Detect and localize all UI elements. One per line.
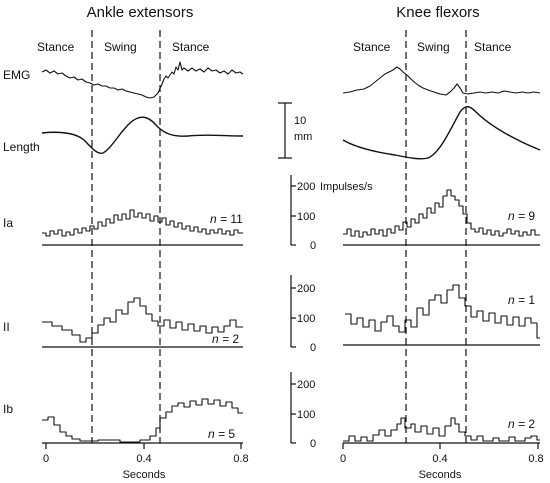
row-label-emg: EMG bbox=[3, 68, 30, 82]
scale-bar-unit: mm bbox=[294, 131, 312, 143]
ib-tick-label-100: 100 bbox=[297, 409, 315, 421]
knee-title: Knee flexors bbox=[396, 4, 479, 21]
n-value: 1 bbox=[528, 293, 535, 307]
n-value: 9 bbox=[528, 209, 535, 223]
ankle-ib-trace bbox=[42, 398, 243, 443]
knee-emg-trace bbox=[342, 66, 541, 96]
ankle-x-tick-label-0.8: 0.8 bbox=[233, 453, 248, 465]
n-prefix: n = bbox=[508, 417, 525, 431]
knee-ii-trace bbox=[345, 284, 540, 339]
ankle-ia-trace bbox=[42, 209, 243, 237]
ankle-phase-swing: Swing bbox=[104, 40, 137, 54]
ii-tick-label-200: 200 bbox=[297, 283, 315, 295]
row-label-ia: Ia bbox=[3, 216, 13, 230]
ankle-title: Ankle extensors bbox=[87, 4, 194, 21]
ankle-phase-stance-2: Stance bbox=[172, 40, 210, 54]
ankle-x-tick-label-0: 0 bbox=[43, 453, 49, 465]
knee-x-tick-label-0.8: 0.8 bbox=[528, 453, 543, 465]
ankle-ia-n-label: n = 11 bbox=[210, 212, 243, 226]
knee-phase-stance-1: Stance bbox=[353, 40, 391, 54]
ia-tick-label-100: 100 bbox=[297, 211, 315, 223]
knee-ii-n-label: n = 1 bbox=[508, 293, 535, 307]
knee-ia-trace bbox=[343, 189, 540, 238]
n-value: 5 bbox=[228, 427, 235, 441]
ankle-x-tick-label-0.4: 0.4 bbox=[136, 453, 151, 465]
knee-ib-n-label: n = 2 bbox=[508, 417, 535, 431]
ii-tick-label-100: 100 bbox=[297, 313, 315, 325]
n-value: 2 bbox=[528, 417, 535, 431]
ankle-length-trace bbox=[41, 116, 244, 154]
knee-x-axis-label: Seconds bbox=[419, 469, 462, 481]
knee-length-trace bbox=[342, 106, 541, 160]
knee-phase-stance-2: Stance bbox=[474, 40, 512, 54]
n-prefix: n = bbox=[508, 209, 525, 223]
scale-bar-value: 10 bbox=[294, 115, 306, 127]
row-label-length: Length bbox=[3, 140, 40, 154]
ankle-ib-n-label: n = 5 bbox=[208, 427, 235, 441]
ia-tick-label-200: 200 bbox=[297, 181, 315, 193]
ankle-x-axis-label: Seconds bbox=[123, 469, 166, 481]
n-prefix: n = bbox=[508, 293, 525, 307]
knee-phase-swing: Swing bbox=[417, 40, 450, 54]
knee-ib-trace bbox=[343, 417, 540, 442]
ib-tick-label-0: 0 bbox=[310, 438, 316, 450]
ia-tick-label-0: 0 bbox=[310, 240, 316, 252]
row-label-ii: II bbox=[3, 320, 10, 334]
row-label-ib: Ib bbox=[3, 402, 13, 416]
ankle-emg-trace bbox=[41, 61, 244, 99]
n-prefix: n = bbox=[210, 212, 227, 226]
ib-tick-label-200: 200 bbox=[297, 379, 315, 391]
n-prefix: n = bbox=[208, 427, 225, 441]
ii-tick-label-0: 0 bbox=[310, 342, 316, 354]
ankle-phase-stance-1: Stance bbox=[37, 40, 75, 54]
n-value: 2 bbox=[232, 332, 239, 346]
ankle-ii-n-label: n = 2 bbox=[212, 332, 239, 346]
knee-ia-n-label: n = 9 bbox=[508, 209, 535, 223]
knee-x-tick-label-0.4: 0.4 bbox=[432, 453, 447, 465]
knee-x-tick-label-0: 0 bbox=[340, 453, 346, 465]
n-value: 11 bbox=[230, 212, 243, 226]
ankle-ii-trace bbox=[42, 297, 243, 343]
n-prefix: n = bbox=[212, 332, 229, 346]
rate-axis-unit: Impulses/s bbox=[320, 181, 373, 193]
